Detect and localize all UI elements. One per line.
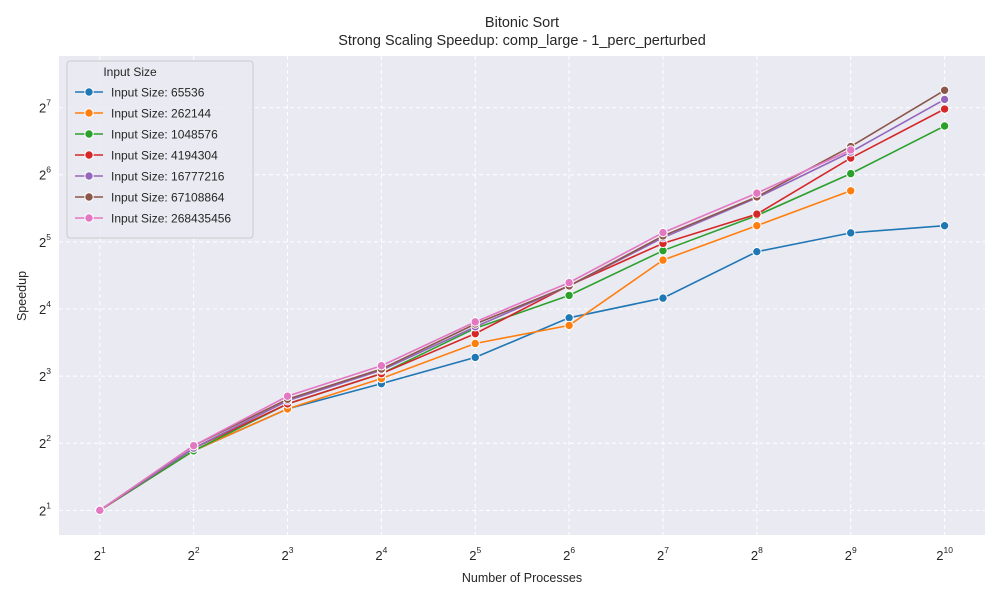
data-point	[939, 85, 950, 95]
data-point	[939, 104, 950, 114]
legend-entry: Input Size: 67108864	[111, 191, 225, 205]
data-point	[658, 255, 668, 265]
data-point	[658, 293, 668, 303]
y-tick-label: 26	[39, 165, 51, 183]
data-point	[846, 228, 856, 238]
series-line	[95, 145, 856, 516]
y-tick-label: 24	[39, 299, 51, 317]
data-point	[564, 320, 574, 331]
data-point	[752, 220, 762, 231]
legend-marker	[84, 129, 94, 139]
x-tick-label: 29	[845, 545, 857, 563]
legend-entry: Input Size: 65536	[111, 86, 205, 100]
y-tick-label: 23	[39, 366, 51, 384]
data-point	[939, 94, 950, 105]
data-point	[752, 188, 762, 198]
data-point	[846, 186, 856, 196]
legend-entry: Input Size: 262144	[111, 107, 211, 121]
data-point	[376, 361, 387, 371]
data-point	[95, 505, 105, 516]
legend: Input Size Input Size: 65536 Input Size: 2…	[66, 60, 254, 239]
legend-entry: Input Size: 268435456	[111, 212, 231, 226]
legend-marker	[84, 213, 94, 223]
y-tick-labels: 21 22 23 24 25 26 27	[39, 98, 51, 519]
chart-subtitle: Strong Scaling Speedup: comp_large - 1_p…	[338, 33, 706, 49]
data-point	[564, 277, 574, 288]
x-tick-label: 24	[375, 545, 387, 563]
x-tick-label: 25	[469, 545, 481, 563]
data-point	[939, 121, 950, 131]
x-tick-label: 210	[936, 545, 953, 563]
data-point	[939, 220, 950, 231]
y-tick-label: 27	[39, 98, 51, 116]
x-tick-label: 21	[94, 545, 106, 563]
data-point	[282, 391, 293, 401]
data-point	[188, 440, 199, 451]
series-lines	[95, 85, 950, 516]
x-axis-label: Number of Processes	[462, 571, 582, 585]
data-point	[846, 168, 856, 179]
legend-marker	[84, 171, 94, 181]
chart-title: Bitonic Sort	[485, 15, 559, 31]
data-point	[564, 290, 574, 301]
x-tick-label: 22	[188, 545, 200, 563]
y-tick-label: 25	[39, 232, 51, 250]
data-point	[470, 317, 480, 327]
legend-box	[66, 60, 254, 239]
data-point	[470, 338, 480, 349]
legend-entry: Input Size: 16777216	[111, 170, 225, 184]
legend-marker	[84, 192, 94, 202]
legend-entry: Input Size: 4194304	[111, 149, 218, 163]
series-path	[99, 108, 945, 511]
series-path	[99, 98, 945, 511]
y-tick-label: 21	[39, 500, 51, 518]
data-point	[470, 352, 480, 363]
data-point	[658, 227, 668, 238]
data-point	[752, 246, 762, 257]
x-tick-label: 28	[751, 545, 763, 563]
legend-marker	[84, 150, 94, 160]
legend-title: Input Size	[103, 65, 157, 79]
legend-marker	[84, 108, 94, 118]
legend-marker	[84, 87, 94, 97]
x-tick-label: 27	[657, 545, 669, 563]
y-axis-label: Speedup	[15, 271, 29, 321]
x-tick-labels: 21 22 23 24 25 26 27 28 29 210	[94, 545, 953, 563]
x-tick-label: 23	[282, 545, 294, 563]
data-point	[846, 145, 856, 155]
legend-entry: Input Size: 1048576	[111, 128, 218, 142]
y-tick-label: 22	[39, 433, 51, 451]
data-point	[752, 209, 762, 219]
x-tick-label: 26	[563, 545, 575, 563]
series-path	[99, 125, 945, 511]
